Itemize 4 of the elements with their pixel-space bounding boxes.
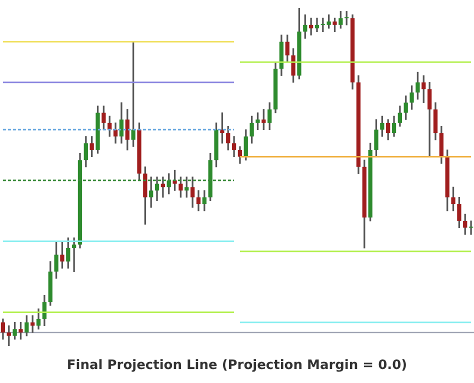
candlestick	[308, 18, 314, 36]
candlestick	[72, 238, 76, 272]
candlestick	[468, 220, 474, 235]
text: Final Projection Line (Projection Margin = 0.0)	[66, 358, 408, 373]
